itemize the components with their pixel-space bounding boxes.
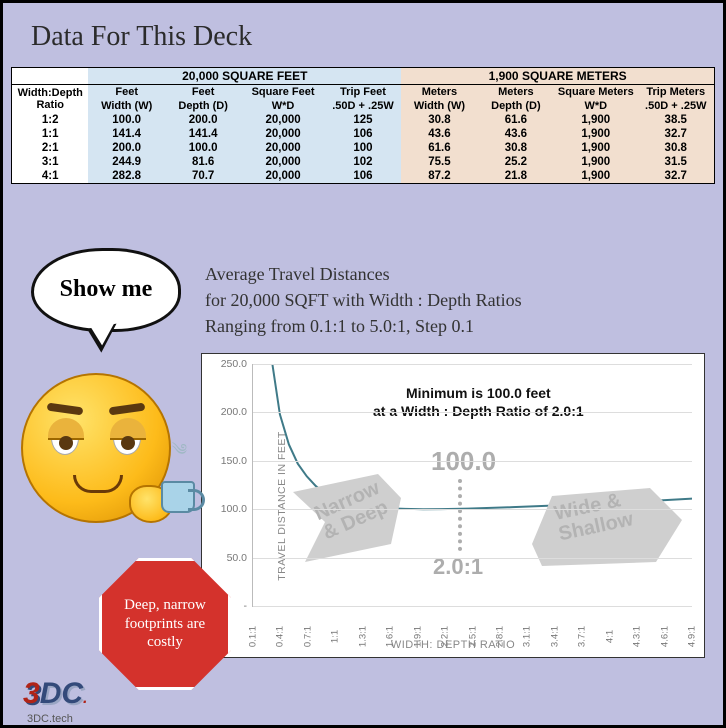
ratio-table: 20,000 SQUARE FEET 1,900 SQUARE METERS W… — [11, 67, 715, 184]
table-row: 1:2100.0200.020,00012530.861.61,90038.5 — [12, 113, 714, 127]
logo-url: 3DC.tech — [27, 713, 73, 725]
table-row: 4:1282.870.720,00010687.221.81,90032.7 — [12, 169, 714, 183]
chart-annotation: Minimum is 100.0 feet at a Width : Depth… — [373, 384, 584, 420]
logo-3dc: 3DC. — [23, 677, 87, 711]
section-meters: 1,900 SQUARE METERS — [401, 68, 714, 85]
callout-dashed-line — [458, 479, 462, 551]
table-row: 2:1200.0100.020,00010061.630.81,90030.8 — [12, 141, 714, 155]
page: Data For This Deck 20,000 SQUARE FEET 1,… — [0, 0, 726, 728]
page-title: Data For This Deck — [3, 3, 723, 67]
stop-sign-text: Deep, narrow footprints are costly — [102, 592, 228, 656]
travel-distance-chart: TRAVEL DISTANCE IN FEET Minimum is 100.0… — [201, 353, 705, 658]
speech-bubble: Show me — [31, 248, 181, 348]
description: Average Travel Distances for 20,000 SQFT… — [205, 261, 705, 339]
x-axis-label: WIDTH: DEPTH RATIO — [202, 639, 704, 651]
table-row: 3:1244.981.620,00010275.525.21,90031.5 — [12, 155, 714, 169]
wide-shallow-arrow: Wide &Shallow — [524, 488, 684, 568]
section-feet: 20,000 SQUARE FEET — [88, 68, 401, 85]
tired-emoji-icon: ༄ — [21, 373, 186, 538]
bubble-text: Show me — [60, 277, 153, 302]
narrow-deep-arrow: Narrow& Deep — [283, 474, 413, 564]
table-row: 1:1141.4141.420,00010643.643.61,90032.7 — [12, 127, 714, 141]
ratio-header: Width:DepthRatio — [12, 85, 88, 114]
